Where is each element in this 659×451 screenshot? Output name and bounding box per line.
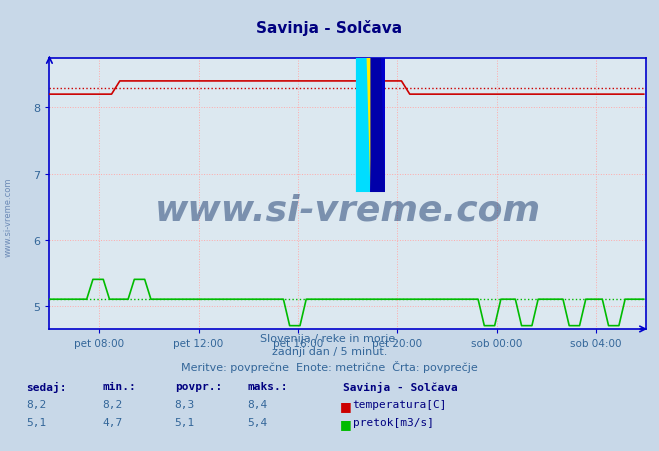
Text: ■: ■ bbox=[339, 399, 351, 412]
Text: ■: ■ bbox=[339, 417, 351, 430]
Text: 8,2: 8,2 bbox=[102, 399, 123, 409]
Polygon shape bbox=[356, 0, 370, 193]
Text: www.si-vreme.com: www.si-vreme.com bbox=[4, 177, 13, 256]
Polygon shape bbox=[370, 0, 385, 193]
Text: 8,3: 8,3 bbox=[175, 399, 195, 409]
Text: povpr.:: povpr.: bbox=[175, 381, 222, 391]
Text: min.:: min.: bbox=[102, 381, 136, 391]
Text: pretok[m3/s]: pretok[m3/s] bbox=[353, 417, 434, 427]
Text: zadnji dan / 5 minut.: zadnji dan / 5 minut. bbox=[272, 346, 387, 356]
Text: 5,1: 5,1 bbox=[26, 417, 47, 427]
Text: Slovenija / reke in morje.: Slovenija / reke in morje. bbox=[260, 333, 399, 343]
Text: 8,4: 8,4 bbox=[247, 399, 268, 409]
Text: maks.:: maks.: bbox=[247, 381, 287, 391]
Polygon shape bbox=[370, 0, 385, 193]
Text: Savinja - Solčava: Savinja - Solčava bbox=[256, 20, 403, 36]
Text: 5,1: 5,1 bbox=[175, 417, 195, 427]
Text: 8,2: 8,2 bbox=[26, 399, 47, 409]
Bar bbox=[356, 0, 385, 193]
Text: 4,7: 4,7 bbox=[102, 417, 123, 427]
Text: Savinja - Solčava: Savinja - Solčava bbox=[343, 381, 457, 392]
Text: Meritve: povprečne  Enote: metrične  Črta: povprečje: Meritve: povprečne Enote: metrične Črta:… bbox=[181, 360, 478, 372]
Text: temperatura[C]: temperatura[C] bbox=[353, 399, 447, 409]
Text: sedaj:: sedaj: bbox=[26, 381, 67, 392]
Text: 5,4: 5,4 bbox=[247, 417, 268, 427]
Text: www.si-vreme.com: www.si-vreme.com bbox=[155, 193, 540, 227]
